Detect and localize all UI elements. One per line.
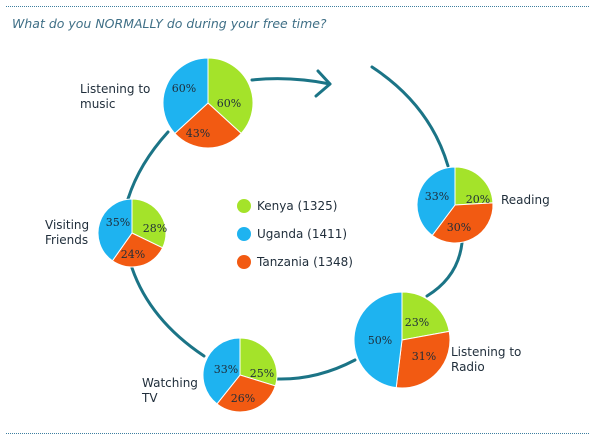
slice-tv-uganda: [202, 337, 241, 405]
slice-radio-kenya: [401, 291, 450, 341]
pct-tv-tanzania: 26%: [231, 392, 255, 405]
pie-tv: 25% 33% 26% Watching TV: [141, 337, 278, 413]
slice-friends-uganda: [97, 198, 133, 262]
arc-radio-to-tv: [275, 358, 357, 381]
label-radio: Listening to Radio: [451, 345, 521, 374]
slice-reading-uganda: [416, 166, 456, 237]
cycle-arcs: [126, 65, 464, 381]
pct-music-uganda: 60%: [172, 82, 196, 95]
bottom-dotted-rule: [6, 433, 589, 434]
slice-music-tanzania: [174, 102, 242, 149]
arc-tv-to-friends: [130, 266, 206, 358]
pct-friends-tanzania: 24%: [121, 248, 145, 261]
slice-tv-tanzania: [216, 374, 276, 413]
legend-kenya-label: Kenya (1325): [257, 199, 337, 213]
label-music: Listening to music: [80, 82, 150, 111]
pct-radio-kenya: 23%: [405, 316, 429, 329]
pie-radio: 23% 50% 31% Listening to Radio: [353, 291, 521, 389]
label-tv: Watching TV: [141, 376, 198, 405]
slice-music-uganda: [162, 57, 209, 135]
arc-top-to-reading: [370, 65, 450, 168]
pct-reading-tanzania: 30%: [447, 221, 471, 234]
legend-uganda-dot: [237, 227, 251, 241]
question-title: What do you NORMALLY do during your free…: [12, 16, 327, 31]
pct-music-tanzania: 43%: [186, 127, 210, 140]
pct-radio-uganda: 50%: [368, 334, 392, 347]
pie-charts: 60% 60% 43% Listening to music 20% 33% 30% Readi…: [45, 57, 550, 413]
label-friends: Visiting Friends: [45, 218, 89, 247]
slice-reading-tanzania: [431, 202, 494, 244]
arc-music-to-top: [250, 77, 332, 86]
top-dotted-rule: [6, 6, 589, 7]
pct-radio-tanzania: 31%: [412, 350, 436, 363]
pct-friends-kenya: 28%: [143, 222, 167, 235]
pie-friends: 28% 35% 24% Visiting Friends: [45, 198, 167, 268]
slice-radio-tanzania: [395, 330, 451, 389]
slice-reading-kenya: [454, 166, 494, 206]
pct-reading-kenya: 20%: [466, 193, 490, 206]
slice-music-kenya: [207, 57, 254, 135]
legend-tanzania-label: Tanzania (1348): [256, 255, 353, 269]
label-reading: Reading: [501, 193, 550, 207]
legend-tanzania-dot: [237, 255, 251, 269]
pct-friends-uganda: 35%: [106, 216, 130, 229]
pct-tv-uganda: 33%: [214, 363, 238, 376]
pct-tv-kenya: 25%: [250, 367, 274, 380]
pie-reading: 20% 33% 30% Reading: [416, 166, 550, 244]
slice-tv-kenya: [239, 337, 278, 387]
arc-friends-to-music: [126, 130, 170, 201]
legend-kenya-dot: [237, 199, 251, 213]
pct-music-kenya: 60%: [217, 97, 241, 110]
pct-reading-uganda: 33%: [425, 190, 449, 203]
arc-reading-to-radio: [425, 241, 464, 298]
slice-friends-tanzania: [111, 232, 164, 268]
slice-friends-kenya: [131, 198, 167, 249]
legend: Kenya (1325) Uganda (1411) Tanzania (1348): [237, 199, 353, 269]
pie-music: 60% 60% 43% Listening to music: [80, 57, 254, 149]
slice-radio-uganda: [353, 291, 403, 389]
arrowhead-icon: [314, 69, 332, 98]
legend-uganda-label: Uganda (1411): [257, 227, 347, 241]
